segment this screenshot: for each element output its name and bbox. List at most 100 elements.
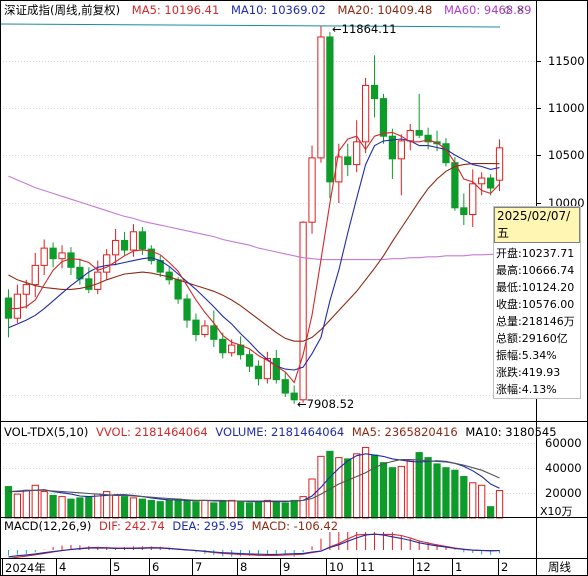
candle [388,128,397,179]
volume-ma5-value: MA5: 2365820416 [351,425,458,439]
candle [183,294,191,328]
candle-body [183,298,191,321]
candle [361,77,370,154]
volume-bar [388,467,397,519]
dif-line [8,533,500,560]
candle [397,134,405,196]
volume-bar [281,502,289,519]
candle [469,169,477,227]
time-axis-label: 1 [455,560,463,574]
candle-body [103,254,111,273]
candle-body [379,98,388,137]
time-axis-label: 7 [195,560,203,574]
long-ma-line [0,23,501,28]
time-axis-label: 5 [113,560,121,574]
arrow-icon: ← [297,397,307,411]
candle [486,174,495,196]
candle [103,249,111,280]
candle-body [299,221,307,401]
bar-info-row: 开盘:10237.71 [496,247,575,260]
time-axis-label: 11 [360,560,375,574]
volume-unit: X10万 [540,505,573,518]
candle-body [486,177,495,189]
volume-panel [0,443,536,519]
volume-ma5-line [8,453,500,503]
candle-body [308,157,316,223]
candle [147,245,155,265]
candle-body [353,141,361,166]
candle-body [424,134,432,143]
ma20-line [8,163,500,342]
volume-bar [397,465,405,519]
volume-bar [263,499,272,519]
candle [192,313,200,342]
candle-body [120,239,129,251]
arrow-icon: ← [332,22,342,36]
bar-info-panel: 2025/02/07/五 开盘:10237.71 最高:10666.74 最低:10… [493,206,581,399]
index-title: 深证成指(周线,前复权) [4,3,121,17]
candle-body [397,140,405,160]
volume-bar [478,484,486,519]
candle [4,289,13,338]
volume-bar [13,493,22,519]
volume-bar [22,489,30,519]
volume-bar [183,499,191,519]
volume-bar [85,496,93,519]
candle [495,139,504,192]
candle-body [138,231,147,250]
bar-info-rows: 开盘:10237.71 最高:10666.74 最低:10124.20 收盘:1057… [494,245,580,398]
candle-body [281,379,289,394]
dif-value: DIF: 242.74 [99,519,165,533]
volume-bar [174,498,182,519]
candle-body [272,358,280,381]
volume-bar [469,482,477,519]
diamond-icon[interactable]: ◇ [503,3,512,16]
candle-body [478,177,486,185]
candle [263,351,272,384]
volume-bar [156,501,164,519]
candle [120,231,129,256]
time-axis-label: 10 [329,560,344,574]
volume-bar [326,450,334,519]
candle-body [40,247,48,266]
volume-title: VOL-TDX(5,10) [4,425,89,439]
candle [13,284,22,323]
volume-tick-label: 40000 [545,461,582,475]
volume-bar [254,501,263,519]
time-axis-label: 6 [152,560,160,574]
candle-body [210,325,218,340]
low-value: 7908.52 [306,397,355,411]
volume-bar [219,501,227,519]
macd-panel [7,532,501,560]
volume-bar [379,462,388,519]
candle [308,145,316,234]
ma60-value: MA60: 9468.89 [443,3,532,17]
candle [58,245,66,269]
candle-body [388,135,397,160]
candle-body [22,284,30,295]
ma5-value: MA5: 10196.41 [131,3,220,17]
dea-value: DEA: 295.95 [172,519,244,533]
candle [67,247,75,275]
candle [344,143,352,177]
candle-body [469,183,477,216]
close-icon[interactable]: × [516,3,526,16]
volume-value: VOLUME: 2181464064 [215,425,345,439]
candle [245,349,254,372]
bar-info-row: 涨幅:4.13% [496,383,557,396]
volume-bar [49,494,57,519]
dea-line [8,533,500,558]
volume-bar [236,501,245,519]
price-panel [0,23,536,404]
bar-info-row: 最高:10666.74 [496,264,575,277]
candle-body [129,231,138,251]
volume-ma10-line [8,458,500,502]
candle-body [13,293,22,319]
volume-bar [245,502,254,519]
candle [94,260,102,295]
volume-bar [147,499,155,519]
volume-ma10-value: MA10: 3180545 [465,425,557,439]
bar-date: 2025/02/07/五 [494,207,580,243]
time-axis-label: 2024年 [5,561,46,575]
